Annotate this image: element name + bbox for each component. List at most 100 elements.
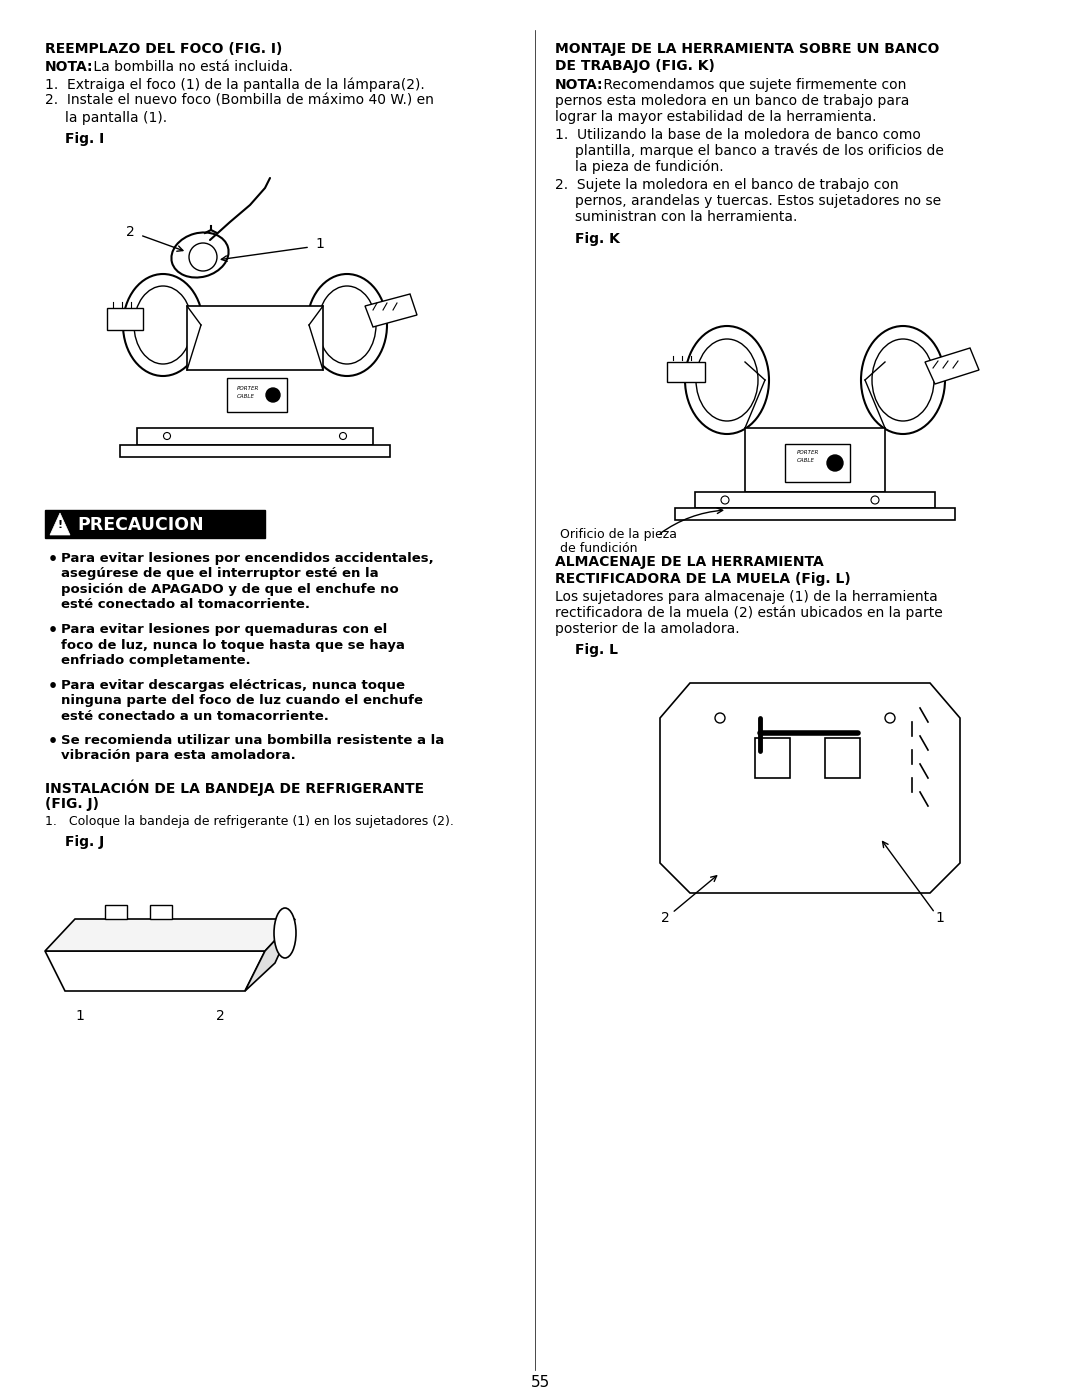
Polygon shape bbox=[45, 510, 265, 538]
Polygon shape bbox=[660, 683, 960, 893]
Text: esté conectado a un tomacorriente.: esté conectado a un tomacorriente. bbox=[60, 710, 329, 722]
Text: 55: 55 bbox=[530, 1375, 550, 1390]
Polygon shape bbox=[365, 293, 417, 327]
Text: 1.  Extraiga el foco (1) de la pantalla de la lámpara(2).: 1. Extraiga el foco (1) de la pantalla d… bbox=[45, 77, 424, 91]
Polygon shape bbox=[45, 951, 265, 990]
FancyBboxPatch shape bbox=[187, 306, 323, 370]
Text: Fig. I: Fig. I bbox=[65, 131, 105, 147]
Polygon shape bbox=[120, 446, 390, 457]
Text: 1: 1 bbox=[76, 1009, 84, 1023]
Text: PORTER: PORTER bbox=[797, 450, 820, 455]
Circle shape bbox=[715, 712, 725, 724]
Ellipse shape bbox=[307, 274, 387, 376]
Text: Orificio de la pieza: Orificio de la pieza bbox=[561, 528, 677, 541]
Polygon shape bbox=[696, 492, 935, 509]
Text: Se recomienda utilizar una bombilla resistente a la: Se recomienda utilizar una bombilla resi… bbox=[60, 733, 444, 747]
Ellipse shape bbox=[861, 326, 945, 434]
Text: PORTER: PORTER bbox=[237, 386, 259, 391]
Text: vibración para esta amoladora.: vibración para esta amoladora. bbox=[60, 750, 296, 763]
Circle shape bbox=[339, 433, 347, 440]
Text: Para evitar descargas eléctricas, nunca toque: Para evitar descargas eléctricas, nunca … bbox=[60, 679, 405, 692]
Ellipse shape bbox=[134, 286, 192, 365]
Circle shape bbox=[827, 455, 843, 471]
Text: 2: 2 bbox=[126, 225, 135, 239]
Polygon shape bbox=[137, 427, 373, 446]
Circle shape bbox=[163, 433, 171, 440]
Text: La bombilla no está incluida.: La bombilla no está incluida. bbox=[89, 60, 293, 74]
Text: la pantalla (1).: la pantalla (1). bbox=[65, 110, 167, 124]
Text: •: • bbox=[48, 733, 58, 749]
Text: de fundición: de fundición bbox=[561, 542, 637, 555]
Text: 1: 1 bbox=[315, 237, 324, 251]
Text: la pieza de fundición.: la pieza de fundición. bbox=[575, 161, 724, 175]
Text: Para evitar lesiones por encendidos accidentales,: Para evitar lesiones por encendidos acci… bbox=[60, 552, 434, 564]
Circle shape bbox=[721, 496, 729, 504]
Text: 2: 2 bbox=[661, 911, 670, 925]
Ellipse shape bbox=[685, 326, 769, 434]
Text: esté conectado al tomacorriente.: esté conectado al tomacorriente. bbox=[60, 598, 310, 612]
Text: plantilla, marque el banco a través de los orificios de: plantilla, marque el banco a través de l… bbox=[575, 144, 944, 158]
Text: !: ! bbox=[57, 520, 63, 529]
Text: 2: 2 bbox=[216, 1009, 225, 1023]
Polygon shape bbox=[245, 919, 295, 990]
Text: posterior de la amoladora.: posterior de la amoladora. bbox=[555, 622, 740, 636]
Ellipse shape bbox=[696, 339, 758, 420]
Polygon shape bbox=[745, 427, 885, 492]
Text: Recomendamos que sujete firmemente con: Recomendamos que sujete firmemente con bbox=[599, 78, 906, 92]
Ellipse shape bbox=[123, 274, 203, 376]
Text: Los sujetadores para almacenaje (1) de la herramienta: Los sujetadores para almacenaje (1) de l… bbox=[555, 590, 937, 604]
Polygon shape bbox=[924, 348, 978, 384]
Text: •: • bbox=[48, 623, 58, 638]
Polygon shape bbox=[150, 905, 172, 919]
Text: DE TRABAJO (FIG. K): DE TRABAJO (FIG. K) bbox=[555, 59, 715, 73]
Text: (FIG. J): (FIG. J) bbox=[45, 798, 99, 812]
Text: foco de luz, nunca lo toque hasta que se haya: foco de luz, nunca lo toque hasta que se… bbox=[60, 638, 405, 651]
Polygon shape bbox=[45, 919, 295, 951]
Polygon shape bbox=[227, 379, 287, 412]
Text: pernos esta moledora en un banco de trabajo para: pernos esta moledora en un banco de trab… bbox=[555, 94, 909, 108]
Text: suministran con la herramienta.: suministran con la herramienta. bbox=[575, 210, 797, 224]
Text: NOTA:: NOTA: bbox=[45, 60, 94, 74]
Polygon shape bbox=[50, 513, 70, 535]
Polygon shape bbox=[675, 509, 955, 520]
Text: posición de APAGADO y de que el enchufe no: posición de APAGADO y de que el enchufe … bbox=[60, 583, 399, 597]
Polygon shape bbox=[785, 444, 850, 482]
Text: 1.   Coloque la bandeja de refrigerante (1) en los sujetadores (2).: 1. Coloque la bandeja de refrigerante (1… bbox=[45, 814, 454, 828]
Text: MONTAJE DE LA HERRAMIENTA SOBRE UN BANCO: MONTAJE DE LA HERRAMIENTA SOBRE UN BANCO bbox=[555, 42, 940, 56]
Text: CABLE: CABLE bbox=[797, 458, 815, 462]
Text: 2.  Sujete la moledora en el banco de trabajo con: 2. Sujete la moledora en el banco de tra… bbox=[555, 177, 899, 191]
Circle shape bbox=[189, 243, 217, 271]
Text: 1.  Utilizando la base de la moledora de banco como: 1. Utilizando la base de la moledora de … bbox=[555, 129, 921, 142]
Text: Fig. K: Fig. K bbox=[575, 232, 620, 246]
Text: ALMACENAJE DE LA HERRAMIENTA: ALMACENAJE DE LA HERRAMIENTA bbox=[555, 555, 824, 569]
Text: lograr la mayor estabilidad de la herramienta.: lograr la mayor estabilidad de la herram… bbox=[555, 110, 877, 124]
Polygon shape bbox=[667, 362, 705, 381]
Text: Fig. L: Fig. L bbox=[575, 643, 618, 657]
Polygon shape bbox=[755, 738, 789, 778]
Text: rectificadora de la muela (2) están ubicados en la parte: rectificadora de la muela (2) están ubic… bbox=[555, 606, 943, 620]
Circle shape bbox=[885, 712, 895, 724]
Text: ninguna parte del foco de luz cuando el enchufe: ninguna parte del foco de luz cuando el … bbox=[60, 694, 423, 707]
Text: REEMPLAZO DEL FOCO (FIG. I): REEMPLAZO DEL FOCO (FIG. I) bbox=[45, 42, 282, 56]
Text: INSTALACIÓN DE LA BANDEJA DE REFRIGERANTE: INSTALACIÓN DE LA BANDEJA DE REFRIGERANT… bbox=[45, 780, 424, 796]
Ellipse shape bbox=[274, 908, 296, 958]
Ellipse shape bbox=[872, 339, 934, 420]
Polygon shape bbox=[107, 307, 143, 330]
Circle shape bbox=[870, 496, 879, 504]
Text: RECTIFICADORA DE LA MUELA (Fig. L): RECTIFICADORA DE LA MUELA (Fig. L) bbox=[555, 571, 851, 585]
Text: CABLE: CABLE bbox=[237, 394, 255, 400]
Text: •: • bbox=[48, 552, 58, 567]
Text: 2.  Instale el nuevo foco (Bombilla de máximo 40 W.) en: 2. Instale el nuevo foco (Bombilla de má… bbox=[45, 94, 434, 108]
Text: enfriado completamente.: enfriado completamente. bbox=[60, 654, 251, 666]
Text: PRECAUCION: PRECAUCION bbox=[77, 515, 204, 534]
Text: •: • bbox=[48, 679, 58, 693]
Circle shape bbox=[266, 388, 280, 402]
Polygon shape bbox=[825, 738, 860, 778]
Text: pernos, arandelas y tuercas. Estos sujetadores no se: pernos, arandelas y tuercas. Estos sujet… bbox=[575, 194, 941, 208]
Text: Fig. J: Fig. J bbox=[65, 835, 105, 849]
Polygon shape bbox=[105, 905, 127, 919]
Text: asegúrese de que el interruptor esté en la: asegúrese de que el interruptor esté en … bbox=[60, 567, 379, 581]
Ellipse shape bbox=[172, 232, 229, 278]
Ellipse shape bbox=[318, 286, 376, 365]
Text: Para evitar lesiones por quemaduras con el: Para evitar lesiones por quemaduras con … bbox=[60, 623, 388, 636]
